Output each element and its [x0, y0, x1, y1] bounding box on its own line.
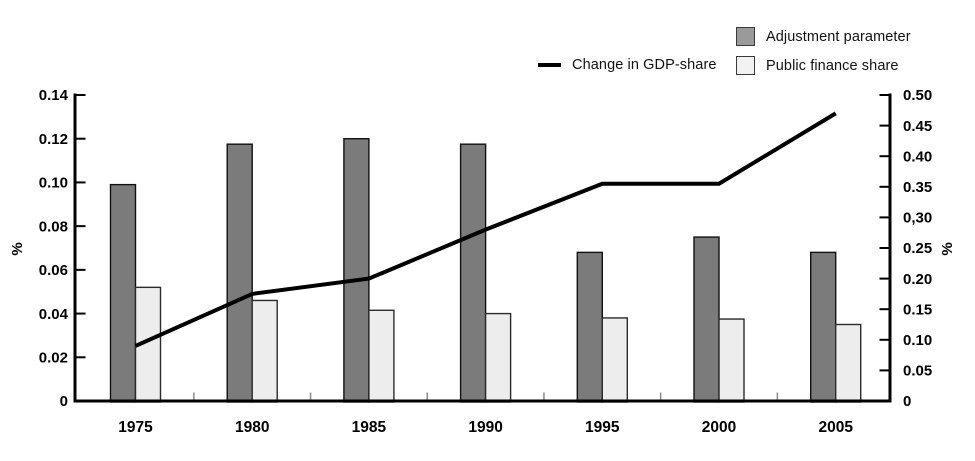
right-axis-tick-label: 0.25: [903, 240, 932, 257]
bar-adjustment-parameter-2000: [693, 236, 720, 403]
right-axis-tick-label: 0.15: [903, 301, 932, 318]
legend-label-change-in-gdp-share: Change in GDP-share: [572, 57, 717, 73]
right-axis-tick-label: 0,30: [903, 210, 932, 227]
left-axis-tick-label: 0.14: [39, 87, 69, 104]
x-axis-category-label: 1985: [352, 419, 387, 436]
x-axis-category-label: 1990: [468, 419, 502, 436]
right-axis-tick-label: 0.10: [903, 332, 932, 349]
x-axis-category-label: 1995: [585, 419, 620, 436]
bar-public-finance-share-1995: [601, 317, 628, 403]
right-axis-tick-label: 0.40: [903, 148, 932, 165]
left-axis-tick-label: 0.10: [39, 175, 68, 192]
x-axis-category-label: 2005: [818, 419, 853, 436]
x-axis-category-label: 1975: [118, 419, 153, 436]
right-axis-tick-label: 0.05: [903, 363, 932, 380]
left-axis-tick-label: 0.08: [39, 218, 68, 235]
legend-label-adjustment-parameter: Adjustment parameter: [766, 28, 911, 45]
right-axis-tick-label: 0: [903, 393, 911, 410]
dark-square-swatch-icon: [736, 27, 755, 46]
bar-public-finance-share-1990: [484, 312, 512, 403]
left-axis-tick-label: 0: [60, 393, 68, 410]
bar-adjustment-parameter-2005: [810, 251, 837, 403]
x-axis-category-label: 2000: [702, 419, 736, 436]
legend-item-adjustment-parameter: Adjustment parameter: [736, 27, 911, 46]
bar-public-finance-share-1985: [368, 309, 395, 403]
right-axis-tick-label: 0.35: [903, 179, 932, 196]
legend-label-public-finance-share: Public finance share: [766, 57, 899, 74]
left-axis-title: %: [9, 242, 26, 255]
left-axis-tick-label: 0.04: [39, 306, 69, 323]
bar-adjustment-parameter-1980: [226, 143, 253, 403]
bar-public-finance-share-1980: [251, 299, 278, 403]
left-axis-tick-label: 0.12: [39, 131, 68, 148]
line-change-in-gdp-share: [134, 111, 837, 348]
light-square-swatch-icon: [736, 56, 755, 75]
bar-adjustment-parameter-1990: [459, 143, 487, 403]
right-axis-tick-label: 0.20: [903, 271, 932, 288]
bar-adjustment-parameter-1985: [343, 138, 370, 403]
line-swatch-icon: [538, 63, 561, 67]
legend-item-public-finance-share: Public finance share: [736, 56, 899, 75]
bar-public-finance-share-2005: [835, 323, 862, 403]
left-axis-tick-label: 0.02: [39, 349, 68, 366]
right-axis-title: %: [939, 242, 956, 255]
x-axis-category-label: 1980: [235, 419, 269, 436]
bar-adjustment-parameter-1995: [576, 251, 603, 403]
right-axis-tick-label: 0.50: [903, 87, 932, 104]
legend-item-change-in-gdp-share: Change in GDP-share: [538, 57, 717, 73]
bar-public-finance-share-2000: [718, 318, 745, 403]
bar-adjustment-parameter-1975: [109, 183, 137, 403]
right-axis-tick-label: 0.45: [903, 118, 932, 135]
left-axis-tick-label: 0.06: [39, 262, 68, 279]
